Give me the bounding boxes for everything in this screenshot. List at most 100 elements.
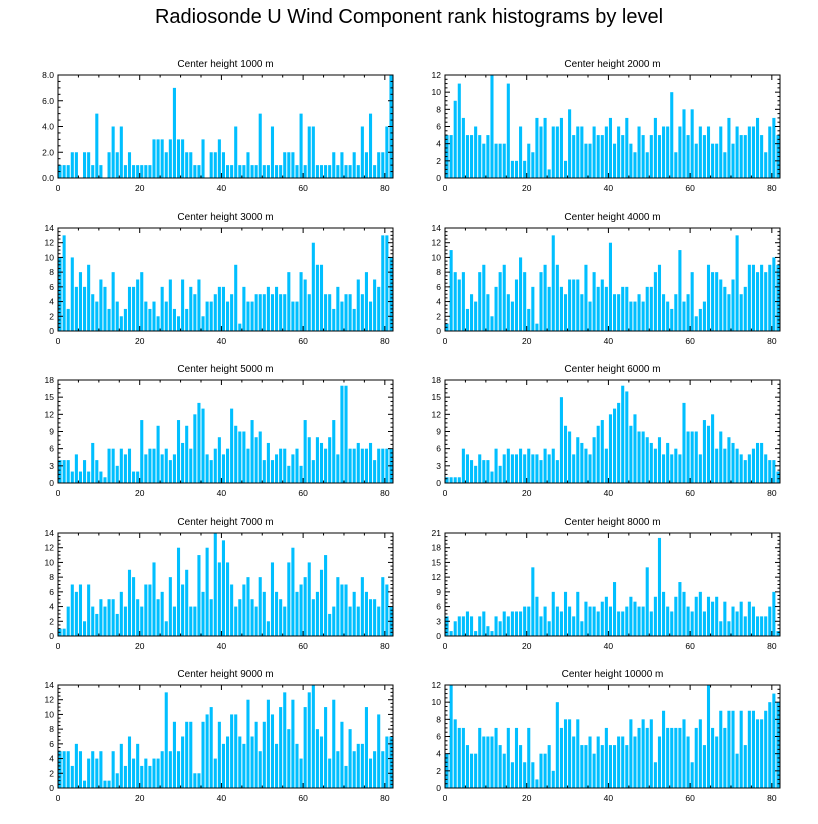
histogram-bar	[295, 591, 299, 636]
histogram-bar	[690, 762, 694, 788]
histogram-bar	[328, 613, 332, 636]
histogram-bar	[315, 591, 319, 636]
histogram-bar	[250, 165, 254, 178]
x-tick-label: 0	[56, 336, 61, 346]
panel-title: Center height 7000 m	[177, 517, 273, 528]
histogram-bar	[328, 294, 332, 331]
histogram-bar	[176, 751, 181, 788]
x-tick-label: 60	[685, 336, 695, 346]
histogram-bar	[621, 385, 625, 483]
x-tick-label: 0	[443, 183, 448, 193]
histogram-bar	[287, 562, 291, 636]
histogram-bar	[523, 160, 527, 178]
histogram-bar	[539, 460, 543, 483]
histogram-bar	[311, 242, 315, 331]
panel-8: Center height 8000 m 0 3 6 9 12 15 18 21 0 20 40 60 8…	[432, 517, 781, 651]
histogram-bar	[482, 460, 486, 483]
histogram-bar	[747, 710, 751, 788]
y-tick-label: 18	[45, 375, 55, 385]
histogram-bar	[641, 719, 645, 788]
y-tick-label: 2	[49, 616, 54, 626]
panel-1: Center height 1000 m 0.0 2.0 4.0 6.0 8.0 0 20 40…	[42, 59, 394, 193]
histogram-bar	[715, 143, 719, 178]
x-tick-label: 20	[522, 641, 532, 651]
y-tick-label: 9	[436, 427, 441, 437]
x-tick-label: 60	[298, 183, 308, 193]
histogram-bar	[176, 139, 181, 178]
histogram-bar	[453, 272, 457, 331]
histogram-bar	[205, 714, 209, 788]
histogram-bar	[254, 294, 258, 331]
y-tick-label: 14	[45, 528, 55, 538]
histogram-bar	[490, 75, 494, 178]
histogram-bar	[682, 301, 686, 331]
x-tick-label: 80	[380, 641, 390, 651]
histogram-bar	[176, 547, 181, 636]
histogram-bar	[368, 599, 373, 636]
histogram-bar	[291, 454, 295, 483]
histogram-bar	[136, 471, 140, 483]
y-tick-label: 8	[49, 267, 54, 277]
histogram-bar	[311, 126, 315, 178]
histogram-bar	[760, 719, 764, 788]
x-tick-label: 60	[298, 488, 308, 498]
histogram-bar	[723, 448, 727, 483]
histogram-bar	[368, 113, 373, 178]
histogram-bar	[551, 591, 555, 636]
histogram-bar	[291, 152, 295, 178]
histogram-bar	[340, 152, 344, 178]
histogram-bar	[201, 408, 205, 483]
histogram-bar	[743, 616, 747, 636]
histogram-bar	[674, 448, 678, 483]
histogram-bar	[653, 272, 657, 331]
histogram-bar	[449, 631, 453, 636]
histogram-bar	[62, 235, 66, 331]
histogram-bar	[739, 135, 743, 178]
panel-3: Center height 3000 m 0 2 4 6 8 10 12 14 0 20 40 60 80	[45, 212, 394, 346]
histogram-bar	[731, 710, 735, 788]
x-tick-label: 0	[443, 793, 448, 803]
histogram-bar	[262, 591, 266, 636]
y-tick-label: 12	[45, 695, 55, 705]
histogram-bar	[303, 707, 307, 788]
histogram-bar	[213, 448, 217, 483]
histogram-bar	[189, 286, 193, 331]
histogram-bar	[246, 448, 250, 483]
histogram-bar	[670, 727, 674, 788]
histogram-bar	[702, 745, 706, 788]
y-tick-label: 10	[45, 709, 55, 719]
histogram-bar	[657, 537, 662, 636]
histogram-bar	[352, 448, 356, 483]
histogram-bar	[279, 707, 283, 788]
histogram-bar	[266, 621, 270, 636]
histogram-bar	[66, 165, 70, 178]
x-tick-label: 80	[380, 183, 390, 193]
histogram-bar	[103, 606, 107, 636]
histogram-bar	[254, 606, 258, 636]
histogram-bar	[148, 584, 152, 636]
histogram-bar	[197, 165, 201, 178]
histogram-bar	[551, 235, 555, 331]
histogram-bar	[572, 454, 576, 483]
histogram-bar	[580, 126, 584, 178]
histogram-bar	[572, 736, 576, 788]
histogram-bar	[510, 301, 514, 331]
histogram-bar	[653, 762, 657, 788]
x-tick-label: 60	[685, 793, 695, 803]
histogram-bar	[743, 745, 747, 788]
histogram-bar	[270, 460, 275, 483]
histogram-bar	[547, 745, 551, 788]
histogram-bar	[563, 719, 568, 788]
histogram-bar	[543, 753, 547, 788]
histogram-bar	[250, 301, 254, 331]
histogram-bar	[352, 308, 356, 331]
histogram-bar	[494, 286, 498, 331]
histogram-bar	[87, 264, 91, 331]
histogram-bar	[760, 264, 764, 331]
histogram-bar	[193, 773, 197, 788]
histogram-bar	[621, 286, 625, 331]
histogram-bar	[772, 693, 776, 788]
histogram-bar	[181, 584, 185, 636]
histogram-bar	[613, 143, 617, 178]
histogram-bar	[103, 286, 107, 331]
